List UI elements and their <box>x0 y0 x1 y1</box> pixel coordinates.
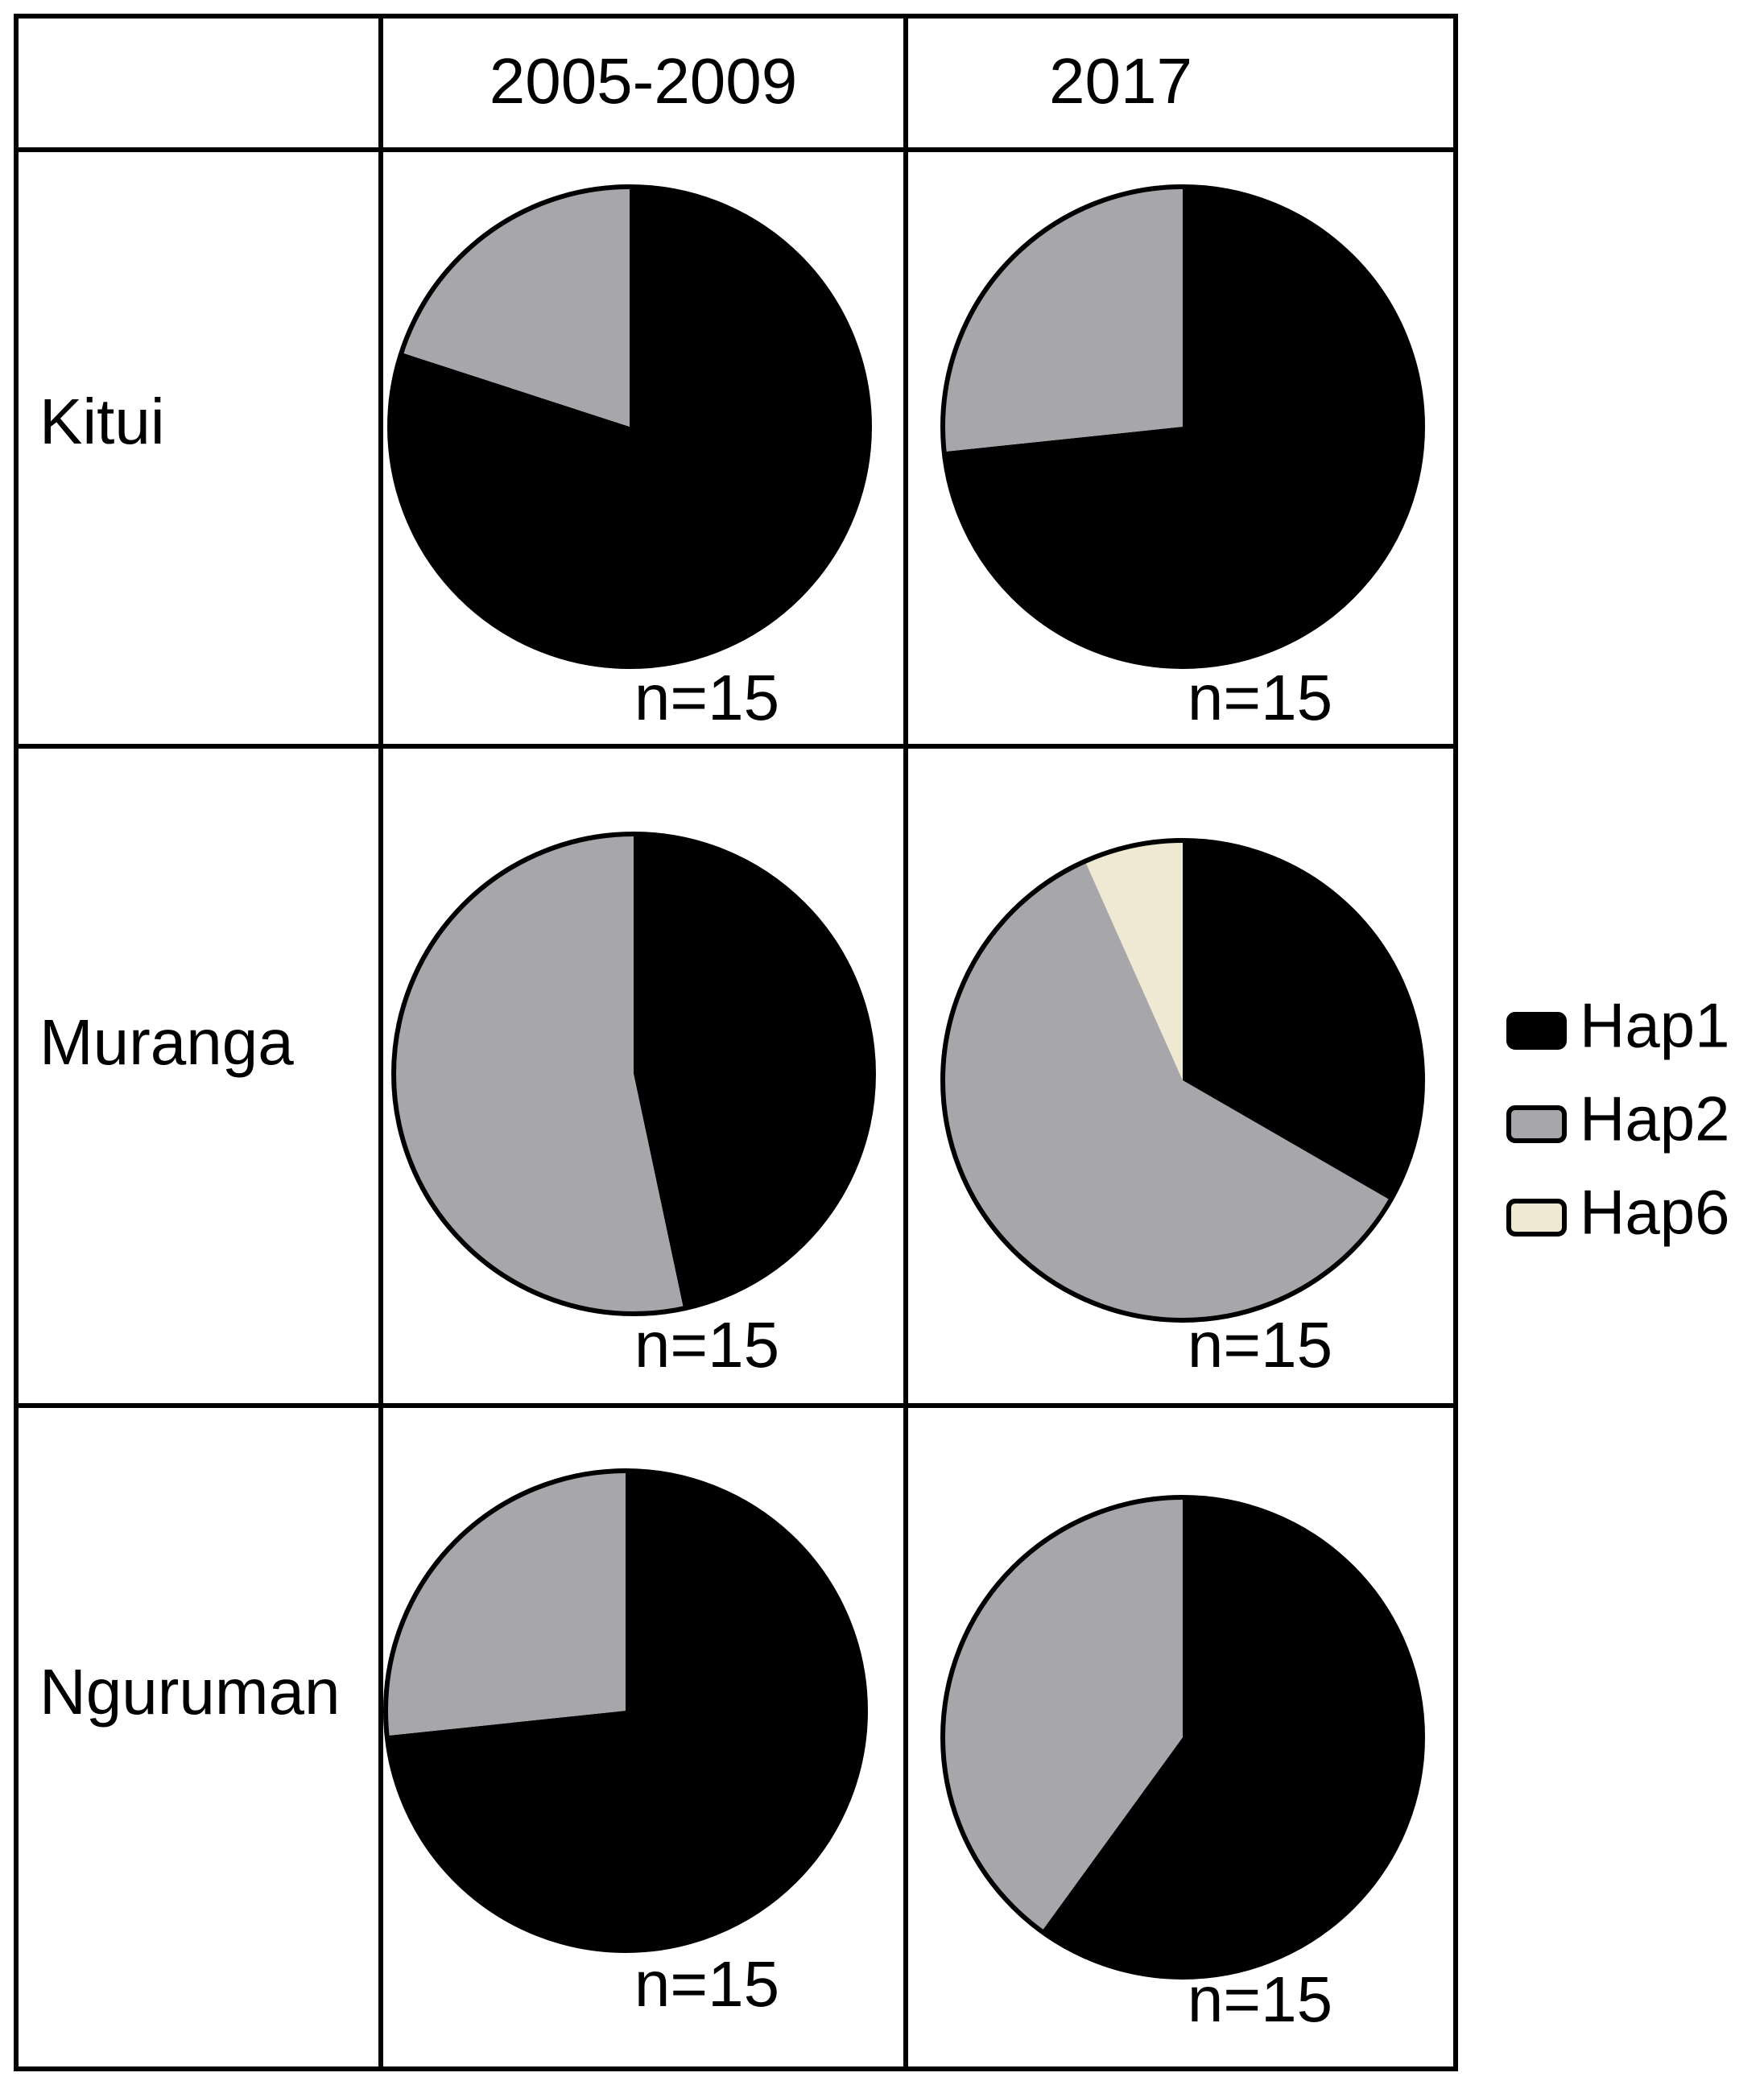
row-label: Nguruman <box>39 1656 341 1728</box>
sample-size: n=15 <box>634 1948 779 2020</box>
pie-slice <box>386 1471 866 1951</box>
legend-swatch <box>1506 1012 1567 1050</box>
pie-outline <box>940 184 1425 669</box>
pie-slice <box>942 1497 1183 1932</box>
legend-swatch <box>1506 1199 1567 1237</box>
table-border <box>14 14 1458 2071</box>
pie-outline <box>391 832 876 1316</box>
pie-slice <box>1041 1497 1423 1977</box>
pie-slice <box>401 187 630 427</box>
pie-slice <box>1084 840 1183 1080</box>
pie-slice <box>634 834 874 1309</box>
sample-size: n=15 <box>1188 662 1332 733</box>
row-label: Muranga <box>39 1006 294 1078</box>
legend-swatch <box>1506 1105 1567 1143</box>
pie-outline <box>387 184 872 669</box>
sample-size: n=15 <box>634 1309 779 1381</box>
pie-slice <box>394 834 684 1314</box>
row-label: Kitui <box>39 386 165 457</box>
column-header: 2005-2009 <box>490 45 798 117</box>
pie-outline <box>383 1468 868 1953</box>
sample-size: n=15 <box>1188 1309 1332 1381</box>
pie-outline <box>940 1495 1425 1980</box>
pie-slice <box>943 861 1391 1320</box>
legend-label: Hap1 <box>1580 990 1729 1061</box>
pie-slice <box>1183 840 1423 1200</box>
pie-outline <box>940 838 1425 1323</box>
pie-slice <box>390 187 870 667</box>
legend-label: Hap6 <box>1580 1177 1729 1248</box>
sample-size: n=15 <box>634 662 779 733</box>
table-grid <box>14 14 1458 2071</box>
legend-label: Hap2 <box>1580 1084 1729 1154</box>
sample-size: n=15 <box>1188 1963 1332 2035</box>
column-header: 2017 <box>1049 45 1192 117</box>
pie-slice <box>943 187 1183 452</box>
pie-slice <box>386 1471 626 1736</box>
pie-slice <box>944 187 1423 667</box>
